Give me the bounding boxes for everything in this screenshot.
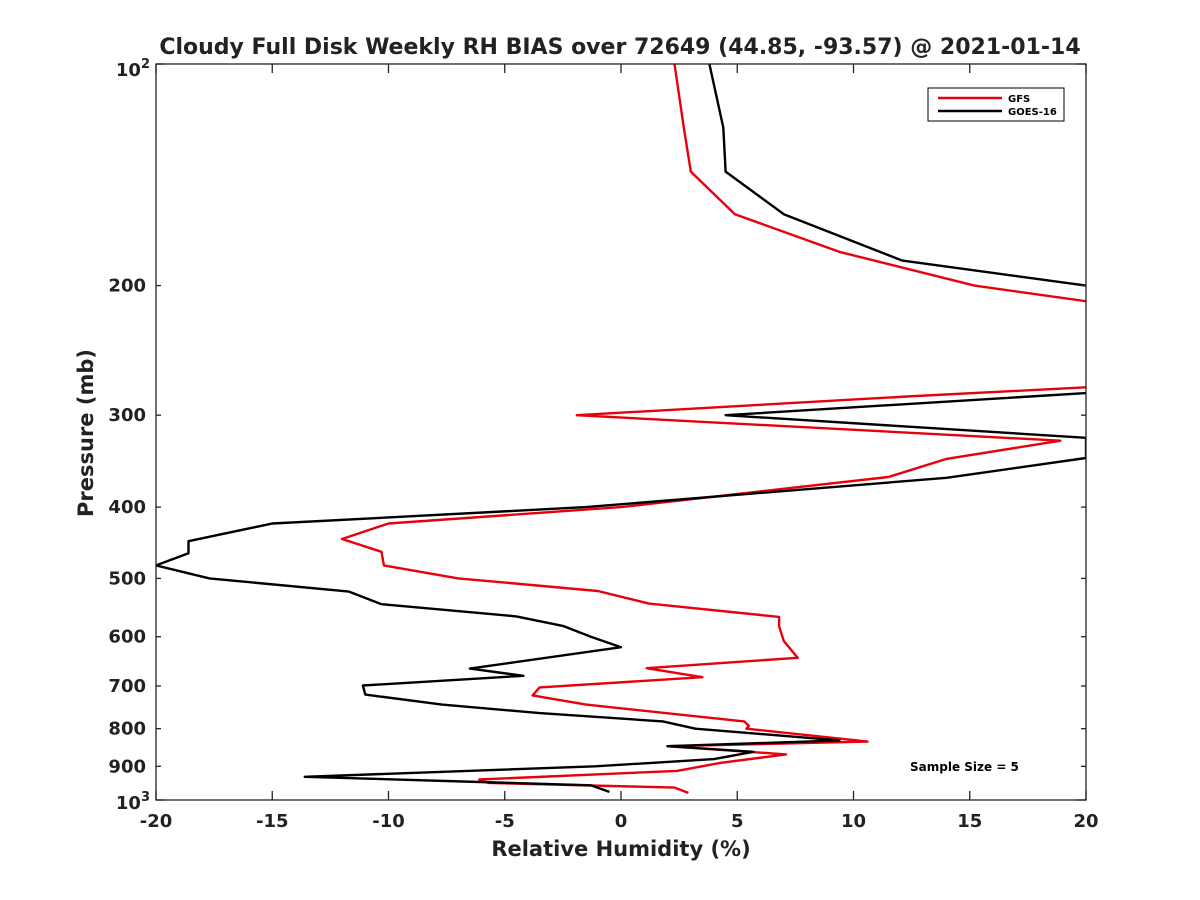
y-tick-label: 200 bbox=[108, 276, 146, 297]
chart-title: Cloudy Full Disk Weekly RH BIAS over 726… bbox=[159, 35, 1080, 60]
series-line-goes16-seg0 bbox=[708, 64, 1086, 287]
plot-area bbox=[155, 63, 1087, 801]
y-tick-label-top: 102 bbox=[116, 57, 150, 81]
x-tick-label: 0 bbox=[615, 811, 628, 832]
x-tick-label: -5 bbox=[495, 811, 515, 832]
series-line-gfs-seg0 bbox=[673, 64, 1086, 303]
x-tick-label: 20 bbox=[1073, 811, 1098, 832]
legend-label-goes16: GOES-16 bbox=[1008, 107, 1057, 118]
x-tick-label: 5 bbox=[731, 811, 744, 832]
x-tick-label: -15 bbox=[256, 811, 289, 832]
y-tick-label-bottom: 103 bbox=[116, 790, 150, 814]
y-axis: 200 300 400 500 600 700 800 900 bbox=[108, 63, 1086, 801]
legend-label-gfs: GFS bbox=[1008, 94, 1030, 105]
y-axis-label: Pressure (mb) bbox=[74, 349, 98, 517]
x-tick-label: -10 bbox=[372, 811, 405, 832]
axes-frame bbox=[155, 63, 1087, 801]
y-tick-label: 700 bbox=[108, 676, 146, 697]
sample-size-annotation: Sample Size = 5 bbox=[910, 760, 1019, 774]
y-tick-label: 500 bbox=[108, 568, 146, 589]
legend: GFS GOES-16 bbox=[927, 87, 1065, 122]
y-tick-label: 800 bbox=[108, 719, 146, 740]
series-line-goes16-seg1 bbox=[156, 391, 1086, 794]
x-tick-label: 15 bbox=[957, 811, 982, 832]
y-tick-label: 300 bbox=[108, 405, 146, 426]
y-tick-label: 600 bbox=[108, 627, 146, 648]
x-axis: -20 -15 -10 -5 0 5 10 15 20 bbox=[140, 64, 1099, 832]
y-tick-label: 400 bbox=[108, 497, 146, 518]
series-layer bbox=[156, 64, 1086, 795]
series-line-gfs-seg1 bbox=[340, 386, 1086, 795]
legend-box bbox=[927, 87, 1065, 122]
x-axis-label: Relative Humidity (%) bbox=[491, 837, 750, 861]
x-tick-label: 10 bbox=[841, 811, 866, 832]
x-tick-label: -20 bbox=[140, 811, 173, 832]
y-tick-label: 900 bbox=[108, 756, 146, 777]
